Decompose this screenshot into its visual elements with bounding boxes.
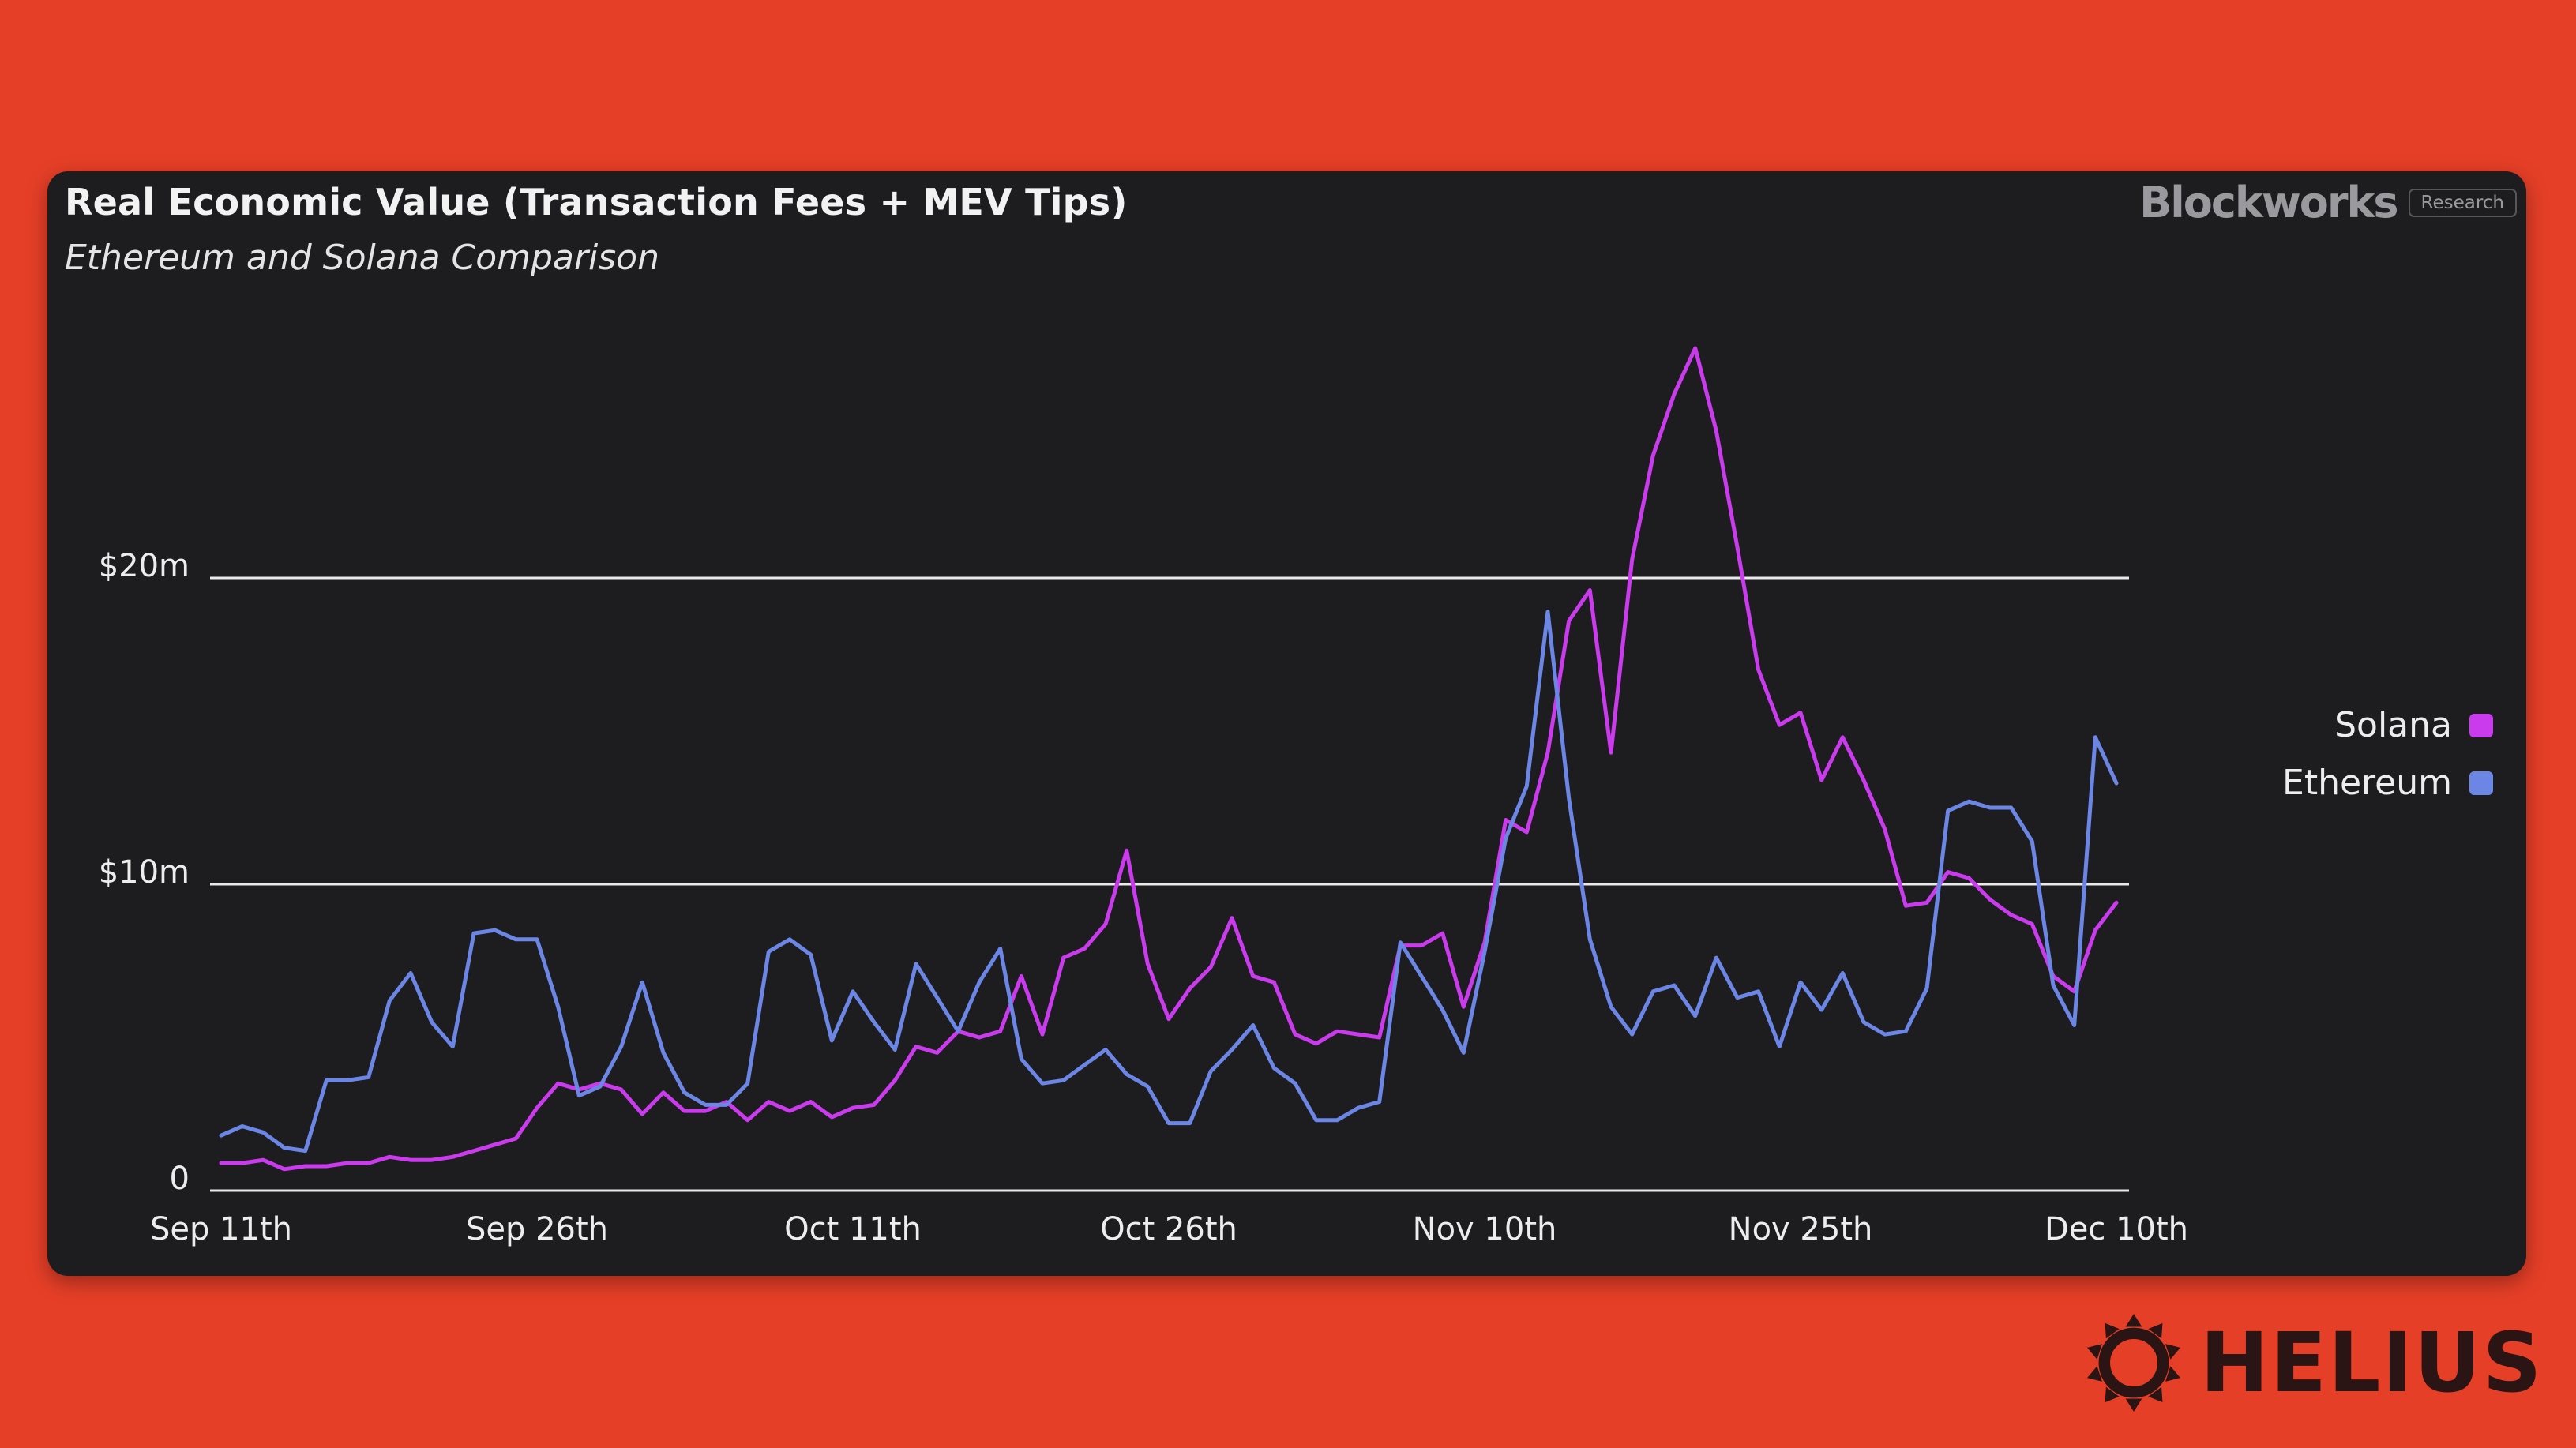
blockworks-brand: Blockworks Research [2139, 178, 2517, 227]
helius-sun-icon [2087, 1314, 2180, 1412]
legend-item-ethereum[interactable]: Ethereum [2282, 763, 2493, 803]
y-tick-label: $20m [99, 548, 190, 584]
legend-label-solana: Solana [2334, 705, 2452, 745]
legend-swatch-solana [2469, 713, 2493, 737]
brand-tag: Research [2408, 188, 2517, 217]
series-line-solana [219, 346, 2119, 1172]
gridlines [210, 576, 2129, 1192]
chart-card: Real Economic Value (Transaction Fees + … [47, 171, 2526, 1276]
x-tick-label: Sep 11th [150, 1211, 292, 1247]
series-line-ethereum [219, 610, 2119, 1154]
line-chart: 0 $10m $20m Sep 11th Sep 26th Oct 11th Oct 26… [99, 346, 2188, 1247]
helius-logo: HELIUS [2085, 1314, 2543, 1412]
legend-item-solana[interactable]: Solana [2334, 705, 2493, 745]
x-tick-label: Oct 26th [1100, 1211, 1237, 1247]
legend: Solana Ethereum [2282, 705, 2493, 803]
brand-name: Blockworks [2139, 178, 2398, 227]
x-tick-label: Dec 10th [2045, 1211, 2188, 1247]
y-tick-label: 0 [170, 1161, 190, 1197]
chart-title: Real Economic Value (Transaction Fees + … [65, 181, 1128, 223]
x-axis-ticks: Sep 11th Sep 26th Oct 11th Oct 26th Nov 10th… [150, 1211, 2188, 1247]
helius-wordmark: HELIUS [2200, 1315, 2544, 1411]
x-tick-label: Sep 26th [466, 1211, 608, 1247]
y-axis-ticks: 0 $10m $20m [99, 548, 190, 1197]
series-lines [219, 346, 2119, 1172]
x-tick-label: Nov 25th [1729, 1211, 1873, 1247]
x-tick-label: Nov 10th [1413, 1211, 1557, 1247]
x-tick-label: Oct 11th [784, 1211, 922, 1247]
legend-label-ethereum: Ethereum [2282, 763, 2452, 803]
legend-swatch-ethereum [2469, 771, 2493, 795]
y-tick-label: $10m [99, 854, 190, 891]
chart-subtitle: Ethereum and Solana Comparison [65, 238, 659, 278]
